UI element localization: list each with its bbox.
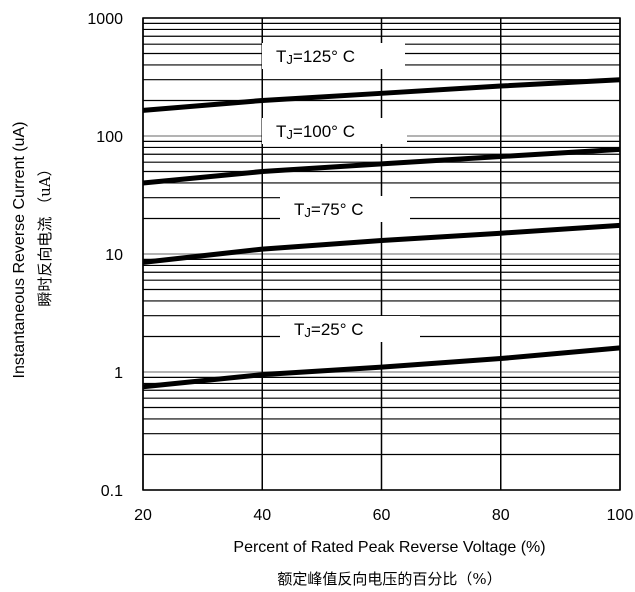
x-tick-label: 80 [492,507,510,524]
series-label-3: TJ=75° C [280,196,410,222]
y-tick-labels: 0.1 1 10 100 1000 [87,11,123,500]
y-axis-title: Instantaneous Reverse Current (uA) [11,121,28,378]
y-axis-subtitle: 瞬时反向电流 （uA） [36,161,54,306]
series-label-background [262,118,407,144]
series-line-1 [142,77,621,113]
series-label-text: TJ=75° C [294,200,364,220]
x-tick-label: 20 [134,507,152,524]
series-label-text: TJ=125° C [276,47,355,67]
series-label-text: TJ=25° C [294,320,364,340]
y-tick-label: 100 [96,129,123,146]
x-tick-label: 40 [253,507,271,524]
series-label-background [280,316,420,342]
plot-frame [142,17,621,491]
x-tick-labels: 20 40 60 80 100 [134,507,633,524]
x-axis-subtitle: 额定峰值反向电压的百分比（%） [277,570,501,588]
series-label-4: TJ=25° C [280,316,420,342]
y-tick-label: 10 [105,247,123,264]
series-label-background [280,196,410,222]
y-tick-label: 1000 [87,11,123,28]
x-axis-title: Percent of Rated Peak Reverse Voltage (%… [233,539,545,556]
x-tick-label: 100 [607,507,634,524]
y-tick-label: 1 [114,365,123,382]
series-labels: TJ=125° C TJ=100° C TJ=75° C TJ=25° C [262,43,420,342]
x-tick-label: 60 [373,507,391,524]
series-line-3 [142,222,621,265]
series-label-1: TJ=125° C [262,43,405,69]
series-label-background [262,43,405,69]
series-lines [142,77,621,390]
series-line-4 [142,345,621,390]
series-label-text: TJ=100° C [276,122,355,142]
series-label-2: TJ=100° C [262,118,407,144]
y-tick-label: 0.1 [101,483,123,500]
series-line-2 [142,146,621,186]
